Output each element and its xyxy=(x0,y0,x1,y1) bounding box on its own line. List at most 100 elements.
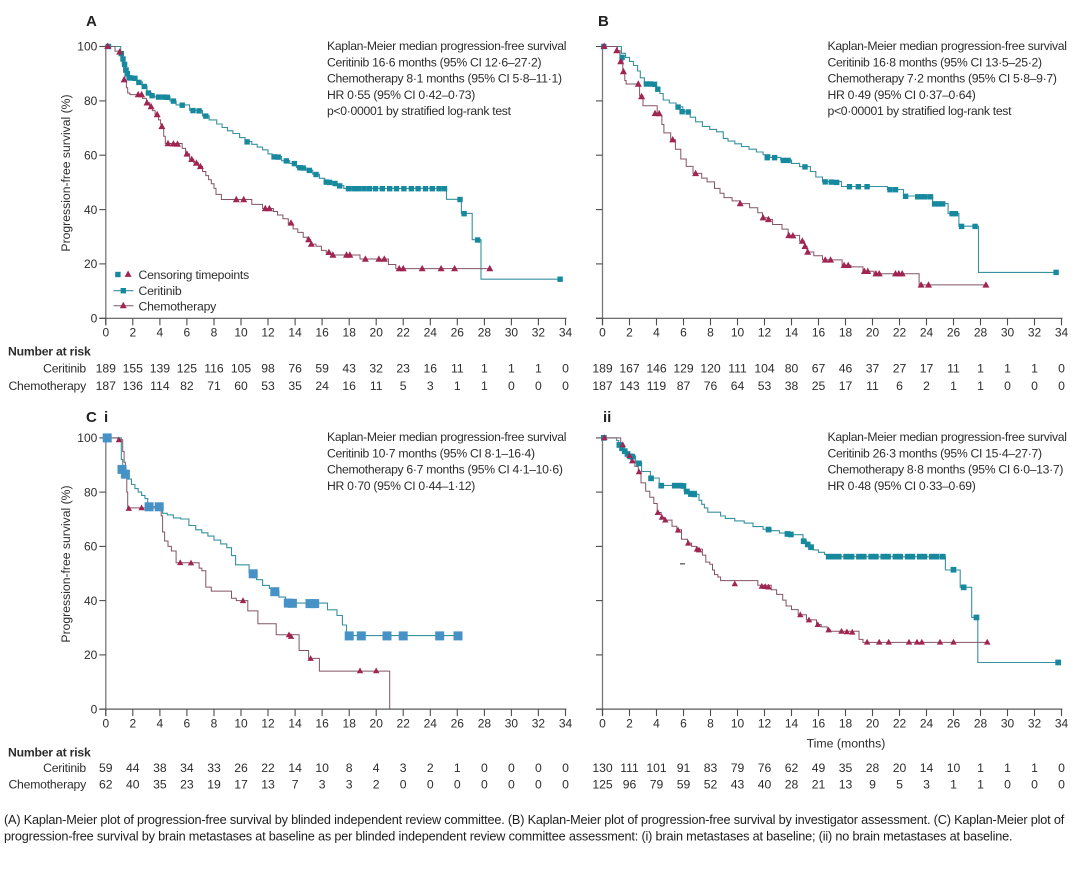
svg-text:Kaplan-Meier median progressio: Kaplan-Meier median progression-free sur… xyxy=(327,39,566,53)
svg-text:80: 80 xyxy=(785,362,799,376)
svg-text:136: 136 xyxy=(123,379,144,393)
svg-text:18: 18 xyxy=(839,716,853,730)
svg-text:3: 3 xyxy=(427,379,434,393)
svg-text:HR 0·49 (95% CI 0·37–0·64): HR 0·49 (95% CI 0·37–0·64) xyxy=(828,88,976,102)
svg-text:1: 1 xyxy=(481,379,488,393)
svg-text:18: 18 xyxy=(343,716,357,730)
svg-text:16: 16 xyxy=(315,326,329,340)
svg-text:96: 96 xyxy=(623,778,637,792)
svg-text:1: 1 xyxy=(977,778,984,792)
svg-text:20: 20 xyxy=(84,257,98,271)
svg-text:1: 1 xyxy=(977,379,984,393)
svg-text:80: 80 xyxy=(84,94,98,108)
svg-text:76: 76 xyxy=(288,362,302,376)
svg-text:60: 60 xyxy=(84,540,98,554)
svg-text:2: 2 xyxy=(923,379,930,393)
svg-text:100: 100 xyxy=(77,40,97,54)
svg-text:0: 0 xyxy=(454,778,461,792)
svg-text:59: 59 xyxy=(315,362,329,376)
svg-text:82: 82 xyxy=(180,379,194,393)
svg-text:35: 35 xyxy=(288,379,302,393)
svg-text:104: 104 xyxy=(754,362,775,376)
svg-text:10: 10 xyxy=(315,761,329,775)
svg-text:11: 11 xyxy=(451,362,464,376)
svg-text:30: 30 xyxy=(1001,716,1015,730)
svg-text:0: 0 xyxy=(508,761,515,775)
svg-text:22: 22 xyxy=(893,326,907,340)
svg-text:0: 0 xyxy=(562,778,569,792)
svg-text:21: 21 xyxy=(812,778,826,792)
svg-text:40: 40 xyxy=(126,778,140,792)
svg-text:Number at risk: Number at risk xyxy=(8,746,91,760)
svg-text:35: 35 xyxy=(839,761,853,775)
svg-text:Ceritinib: Ceritinib xyxy=(43,761,86,775)
svg-text:146: 146 xyxy=(646,362,667,376)
svg-text:43: 43 xyxy=(731,778,745,792)
svg-text:8: 8 xyxy=(346,761,353,775)
svg-text:2: 2 xyxy=(129,716,136,730)
svg-text:52: 52 xyxy=(704,778,718,792)
svg-text:120: 120 xyxy=(700,362,721,376)
svg-text:Ceritinib 10·7 months (95% CI: Ceritinib 10·7 months (95% CI 8·1–16·4) xyxy=(327,446,535,460)
svg-text:40: 40 xyxy=(84,594,98,608)
svg-text:0: 0 xyxy=(599,716,606,730)
svg-text:19: 19 xyxy=(207,778,221,792)
svg-text:Number at risk: Number at risk xyxy=(8,345,91,359)
svg-text:B: B xyxy=(598,13,609,30)
svg-text:(A) Kaplan-Meier plot of progr: (A) Kaplan-Meier plot of progression-fre… xyxy=(4,813,1065,827)
svg-text:1: 1 xyxy=(1004,362,1011,376)
svg-text:59: 59 xyxy=(677,778,691,792)
svg-text:64: 64 xyxy=(731,379,745,393)
svg-text:i: i xyxy=(104,409,108,426)
svg-text:0: 0 xyxy=(562,362,569,376)
svg-text:Ceritinib: Ceritinib xyxy=(139,284,182,298)
svg-text:0: 0 xyxy=(91,312,98,326)
svg-text:28: 28 xyxy=(785,778,799,792)
svg-text:28: 28 xyxy=(974,716,988,730)
svg-text:28: 28 xyxy=(478,326,492,340)
svg-text:2: 2 xyxy=(129,326,136,340)
svg-text:Chemotherapy: Chemotherapy xyxy=(139,299,218,313)
svg-text:12: 12 xyxy=(261,326,275,340)
svg-text:119: 119 xyxy=(647,379,667,393)
svg-text:38: 38 xyxy=(785,379,799,393)
svg-text:Ceritinib 16·6 months (95% CI: Ceritinib 16·6 months (95% CI 12·6–27·2) xyxy=(327,55,541,69)
svg-text:1: 1 xyxy=(950,379,957,393)
svg-text:0: 0 xyxy=(1004,778,1011,792)
svg-text:Chemotherapy 6·7 months (95% C: Chemotherapy 6·7 months (95% CI 4·1–10·6… xyxy=(327,463,563,477)
svg-text:30: 30 xyxy=(1001,326,1015,340)
svg-text:Chemotherapy: Chemotherapy xyxy=(8,778,87,792)
svg-text:38: 38 xyxy=(153,761,167,775)
svg-text:8: 8 xyxy=(707,716,714,730)
svg-text:C: C xyxy=(86,409,97,426)
svg-text:0: 0 xyxy=(1058,362,1065,376)
svg-text:2: 2 xyxy=(626,716,633,730)
svg-text:59: 59 xyxy=(99,761,113,775)
svg-text:12: 12 xyxy=(758,326,772,340)
svg-text:26: 26 xyxy=(451,326,465,340)
svg-text:11: 11 xyxy=(866,379,879,393)
svg-text:4: 4 xyxy=(653,716,660,730)
svg-text:34: 34 xyxy=(180,761,194,775)
svg-text:11: 11 xyxy=(370,379,383,393)
svg-text:26: 26 xyxy=(947,326,961,340)
svg-text:16: 16 xyxy=(812,716,826,730)
svg-text:91: 91 xyxy=(677,761,691,775)
svg-text:HR 0·48 (95% CI 0·33–0·69): HR 0·48 (95% CI 0·33–0·69) xyxy=(828,479,976,493)
svg-text:35: 35 xyxy=(153,778,167,792)
svg-text:2: 2 xyxy=(626,326,633,340)
svg-text:101: 101 xyxy=(646,761,667,775)
svg-text:6: 6 xyxy=(680,716,687,730)
svg-text:53: 53 xyxy=(261,379,275,393)
svg-text:49: 49 xyxy=(812,761,826,775)
svg-text:26: 26 xyxy=(451,716,465,730)
svg-text:HR 0·70 (95% CI 0·44–1·12): HR 0·70 (95% CI 0·44–1·12) xyxy=(327,479,475,493)
svg-text:125: 125 xyxy=(177,362,198,376)
svg-text:17: 17 xyxy=(839,379,853,393)
svg-text:98: 98 xyxy=(261,362,275,376)
svg-text:24: 24 xyxy=(424,326,438,340)
svg-text:3: 3 xyxy=(400,761,407,775)
svg-text:10: 10 xyxy=(234,326,248,340)
svg-text:34: 34 xyxy=(1055,326,1069,340)
svg-text:10: 10 xyxy=(947,761,961,775)
